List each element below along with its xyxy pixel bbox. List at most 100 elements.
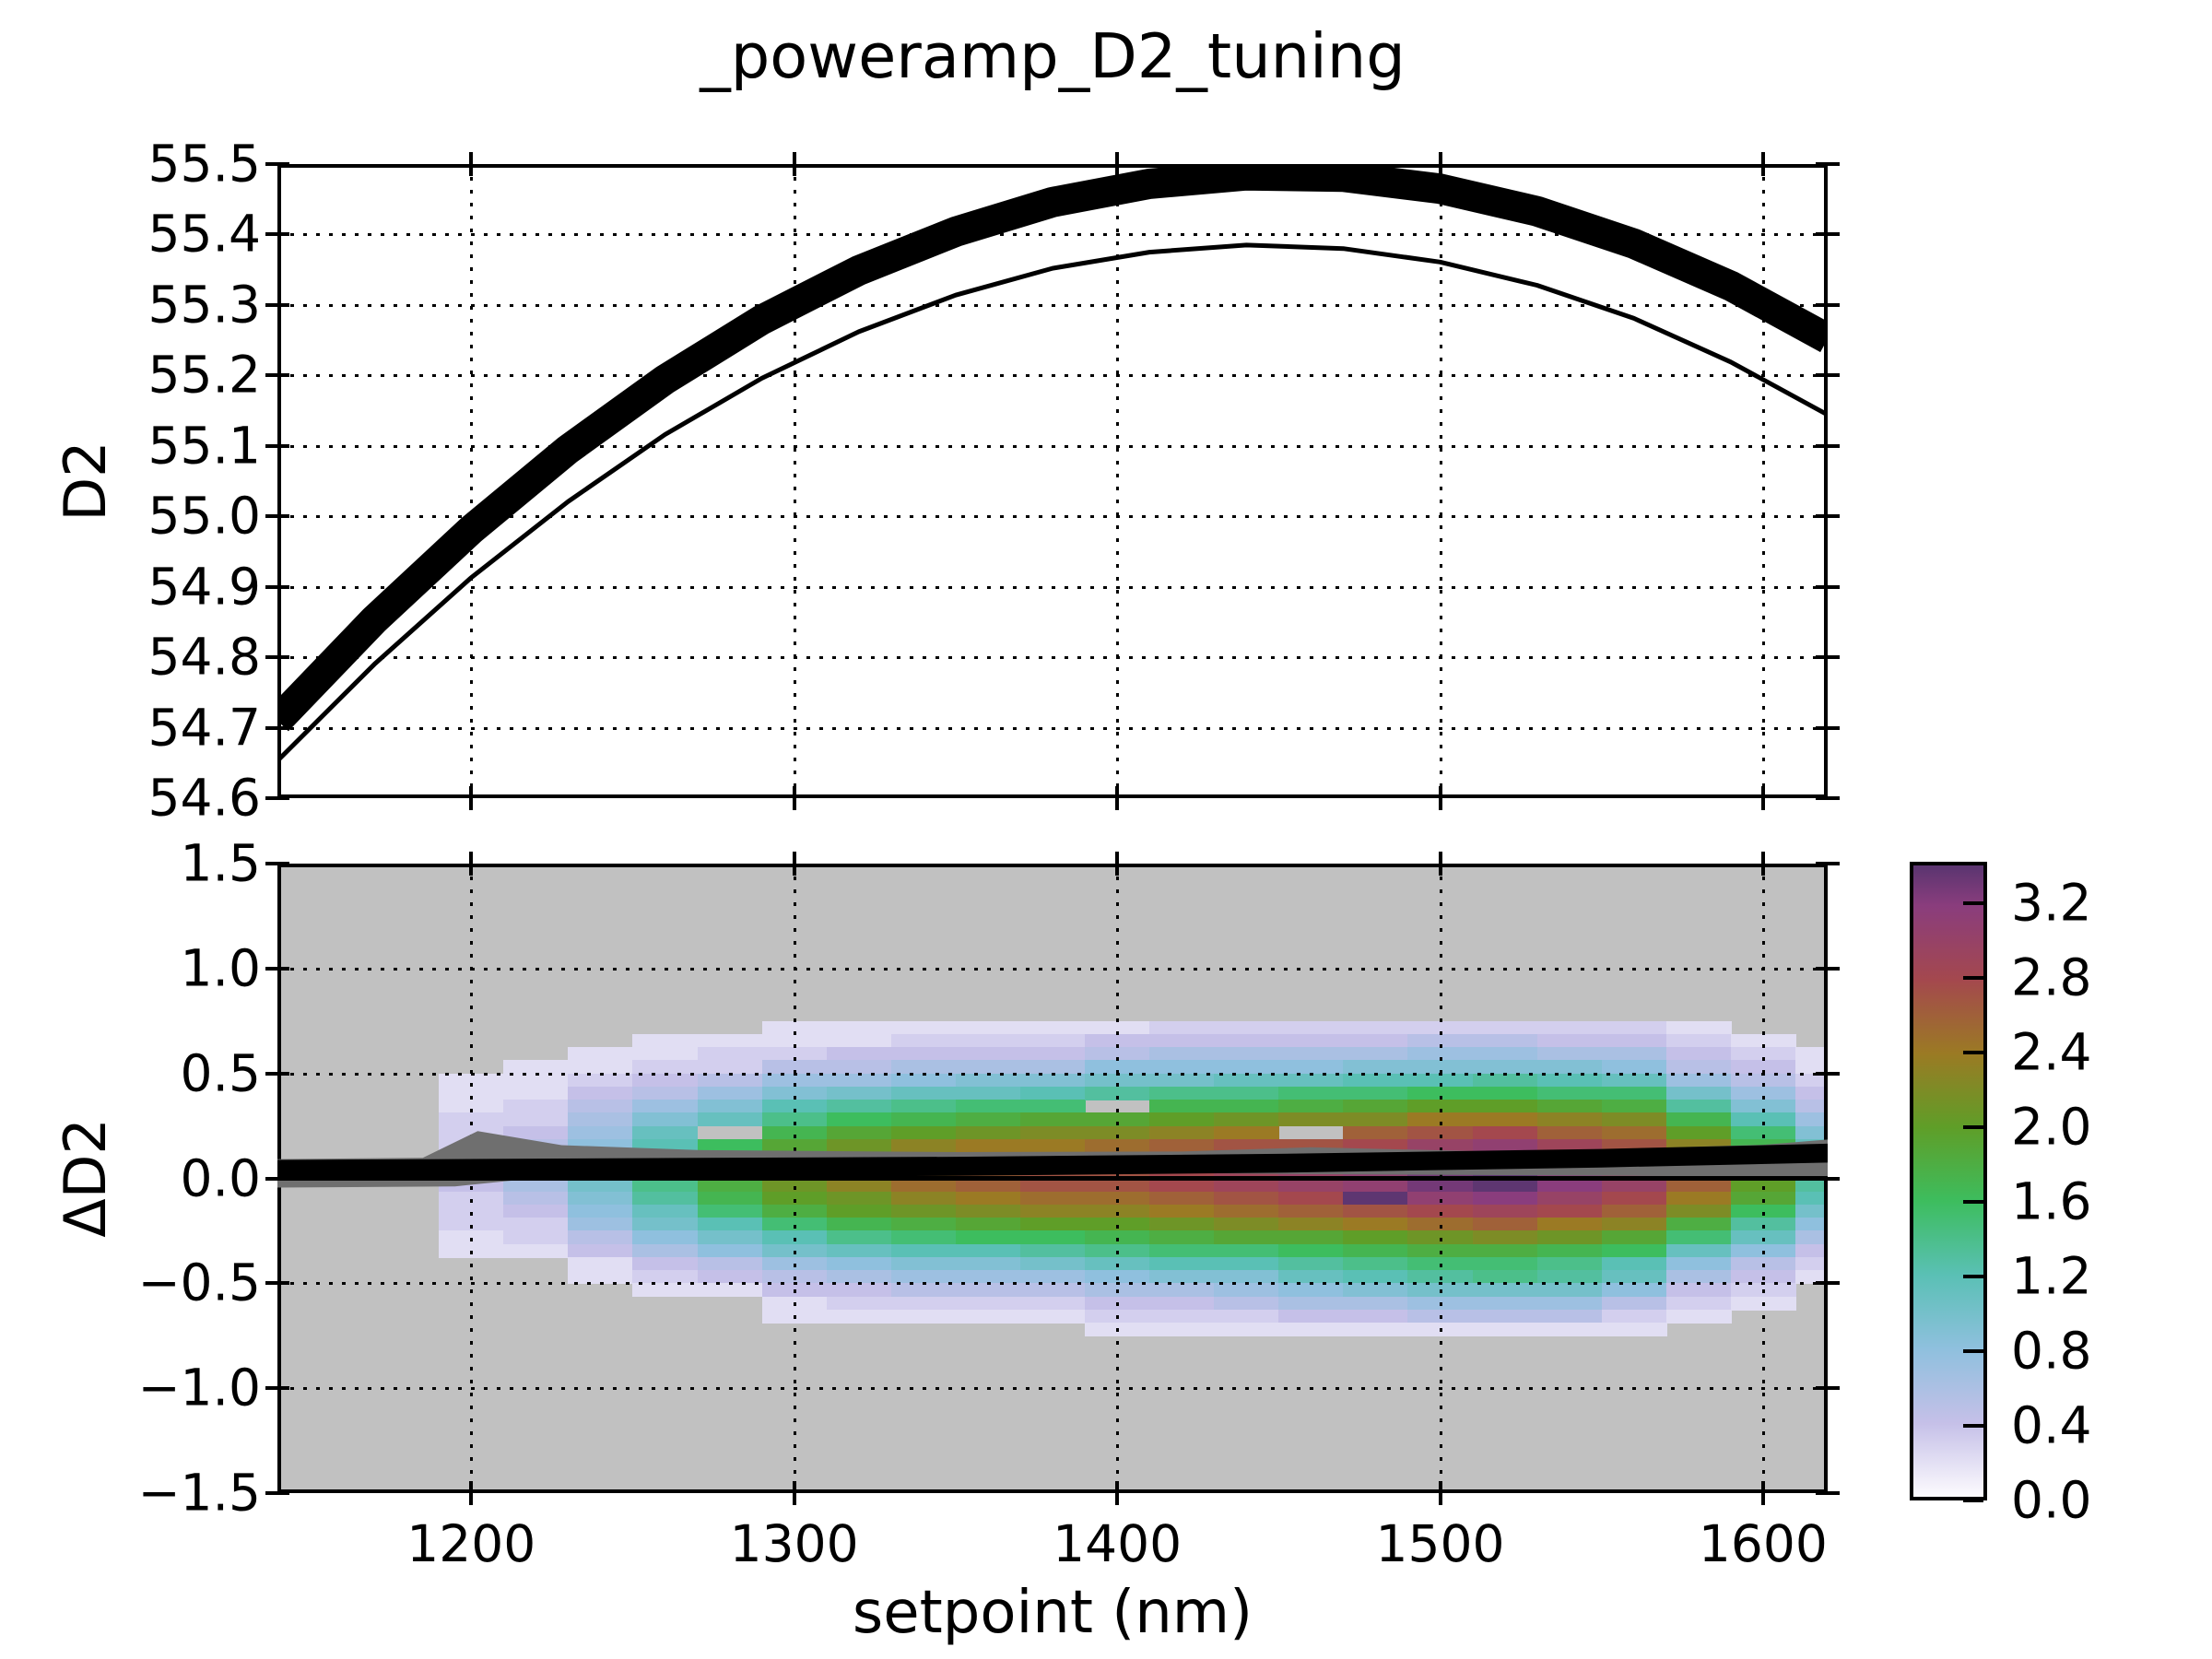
heatmap-cell <box>1019 1060 1086 1075</box>
heatmap-cell <box>955 1204 1021 1218</box>
heatmap-cell <box>1149 1100 1215 1114</box>
heatmap-cell <box>826 1020 892 1035</box>
gridline <box>470 164 474 798</box>
x-tick-mark <box>792 1481 796 1505</box>
y-tick-mark <box>1816 302 1840 307</box>
heatmap-cell <box>890 1125 957 1140</box>
heatmap-cell <box>890 1204 957 1218</box>
y-tick-mark <box>1816 162 1840 166</box>
heatmap-cell <box>1278 1086 1345 1100</box>
heatmap-cell <box>697 1256 763 1271</box>
heatmap-cell <box>1019 1191 1086 1206</box>
heatmap-cell <box>1536 1191 1603 1206</box>
heatmap-cell <box>1019 1204 1086 1218</box>
colorbar-tick-mark <box>1963 1274 1983 1278</box>
heatmap-cell <box>1019 1073 1086 1088</box>
colorbar-tick-mark <box>1963 1423 1983 1428</box>
colorbar-tick-label: 2.8 <box>2011 947 2092 1007</box>
heatmap-cell <box>1536 1033 1603 1048</box>
heatmap-cell <box>697 1270 763 1285</box>
x-tick-mark <box>469 786 474 810</box>
heatmap-cell <box>568 1204 634 1218</box>
heatmap-cell <box>1472 1060 1538 1075</box>
heatmap-cell <box>1794 1230 1828 1245</box>
heatmap-cell <box>503 1112 570 1127</box>
heatmap-cell <box>1343 1204 1409 1218</box>
heatmap-cell <box>568 1243 634 1258</box>
heatmap-cell <box>1472 1204 1538 1218</box>
gridline <box>1116 164 1120 798</box>
heatmap-cell <box>1665 1230 1732 1245</box>
heatmap-cell <box>1472 1138 1538 1153</box>
heatmap-cell <box>955 1270 1021 1285</box>
bottom-y-axis-label: ΔD2 <box>52 1118 119 1238</box>
heatmap-cell <box>1472 1270 1538 1285</box>
heatmap-cell <box>890 1191 957 1206</box>
gridline <box>1439 164 1442 798</box>
heatmap-cell <box>1343 1296 1409 1311</box>
heatmap-cell <box>1536 1060 1603 1075</box>
heatmap-cell <box>1149 1283 1215 1298</box>
heatmap-cell <box>568 1100 634 1114</box>
heatmap-cell <box>1149 1020 1215 1035</box>
heatmap-cell <box>1149 1243 1215 1258</box>
heatmap-cell <box>1536 1178 1603 1193</box>
y-tick-mark <box>1816 862 1840 865</box>
heatmap-cell <box>1601 1191 1667 1206</box>
heatmap-cell <box>1472 1309 1538 1324</box>
heatmap-cell <box>1149 1256 1215 1271</box>
heatmap-cell <box>890 1047 957 1062</box>
colorbar-tick-mark <box>1963 1499 1983 1502</box>
heatmap-cell <box>826 1060 892 1075</box>
heatmap-cell <box>1601 1100 1667 1114</box>
y-tick-mark <box>1816 1386 1840 1391</box>
gridline <box>277 656 1828 660</box>
y-tick-mark <box>265 232 289 237</box>
heatmap-cell <box>826 1073 892 1088</box>
heatmap-cell <box>1536 1309 1603 1324</box>
colorbar-tick-label: 0.4 <box>2011 1395 2092 1455</box>
heatmap-cell <box>1149 1230 1215 1245</box>
heatmap-cell <box>826 1138 892 1153</box>
gridline <box>1761 164 1765 798</box>
heatmap-cell <box>697 1138 763 1153</box>
heatmap-cell <box>1343 1112 1409 1127</box>
heatmap-cell <box>1536 1283 1603 1298</box>
d2-thin-curve <box>277 242 1828 763</box>
heatmap-cell <box>1472 1086 1538 1100</box>
x-tick-mark <box>1115 786 1120 810</box>
heatmap-cell <box>1601 1243 1667 1258</box>
heatmap-cell <box>1019 1178 1086 1193</box>
colorbar-tick-mark <box>1963 975 1983 980</box>
heatmap-cell <box>1278 1283 1345 1298</box>
heatmap-cell <box>1794 1243 1828 1258</box>
heatmap-cell <box>955 1256 1021 1271</box>
heatmap-cell <box>1601 1309 1667 1324</box>
heatmap-cell <box>697 1112 763 1127</box>
heatmap-cell <box>1665 1125 1732 1140</box>
heatmap-cell <box>1472 1256 1538 1271</box>
heatmap-cell <box>1278 1230 1345 1245</box>
heatmap-cell <box>1536 1073 1603 1088</box>
y-tick-mark <box>265 443 289 448</box>
heatmap-cell <box>1601 1125 1667 1140</box>
heatmap-canvas <box>277 864 1828 1493</box>
heatmap-cell <box>1019 1296 1086 1311</box>
heatmap-cell <box>1149 1218 1215 1232</box>
heatmap-cell <box>1019 1218 1086 1232</box>
gridline <box>277 1282 1828 1286</box>
heatmap-cell <box>1536 1020 1603 1035</box>
figure-title: _poweramp_D2_tuning <box>700 20 1406 92</box>
heatmap-cell <box>503 1218 570 1232</box>
heatmap-cell <box>568 1191 634 1206</box>
bottom-overlay-lines <box>277 1131 1828 1188</box>
heatmap-cell <box>826 1218 892 1232</box>
heatmap-cell <box>1214 1296 1280 1311</box>
heatmap-cell <box>1214 1204 1280 1218</box>
top-y-tick-label: 55.5 <box>147 134 261 194</box>
heatmap-cell <box>1278 1218 1345 1232</box>
y-tick-mark <box>265 966 289 971</box>
heatmap-cell <box>1601 1323 1667 1337</box>
heatmap-cell <box>1214 1086 1280 1100</box>
heatmap-cell <box>1343 1020 1409 1035</box>
